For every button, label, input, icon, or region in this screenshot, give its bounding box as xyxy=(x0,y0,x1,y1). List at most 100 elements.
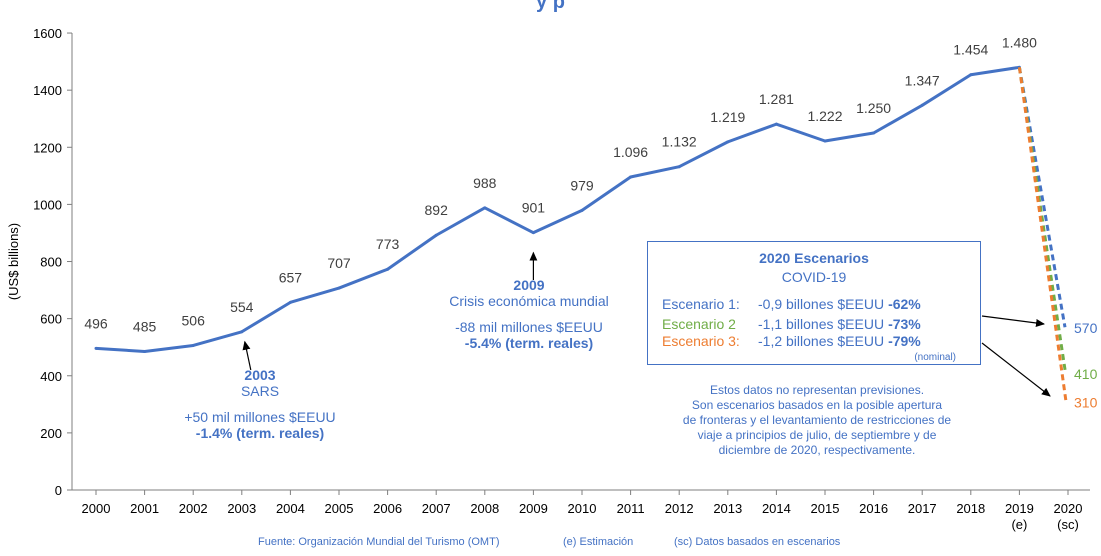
data-label: 901 xyxy=(522,200,546,216)
data-label: 1.281 xyxy=(759,91,794,107)
scenario-row-2: Escenario 2 -1,1 billones $EEUU -73% xyxy=(662,316,921,332)
y-tick-label: 0 xyxy=(55,483,62,498)
x-tick-label: 2010 xyxy=(568,501,597,516)
x-tick-label: 2004 xyxy=(276,501,305,516)
data-point xyxy=(240,330,244,334)
disclaimer-line: Estos datos no representan previsiones. xyxy=(709,383,925,397)
disclaimer-line: Son escenarios basados en la posible ape… xyxy=(691,398,943,412)
scenario-box-subtitle: COVID-19 xyxy=(781,269,847,285)
x-tick-label: 2018 xyxy=(956,501,985,516)
x-tick-label: 2015 xyxy=(811,501,840,516)
y-tick-label: 200 xyxy=(40,426,62,441)
scenario-box-title: 2020 Escenarios xyxy=(759,250,869,266)
disclaimer-line: diciembre de 2020, respectivamente. xyxy=(718,443,916,457)
y-tick-label: 600 xyxy=(40,312,62,327)
x-tick-label: 2007 xyxy=(422,501,451,516)
data-label: 485 xyxy=(133,318,157,334)
data-point xyxy=(823,139,827,143)
y-tick-label: 800 xyxy=(40,255,62,270)
data-label: 1.096 xyxy=(613,144,648,160)
data-point xyxy=(872,131,876,135)
scenario-row-label: Escenario 1: xyxy=(662,296,740,312)
x-tick-label: 2014 xyxy=(762,501,791,516)
scenario-disclaimer: Estos datos no representan previsiones. … xyxy=(637,383,997,458)
y-tick-label: 1200 xyxy=(33,140,62,155)
scenario-line xyxy=(1017,67,1068,402)
x-tick-label: 2001 xyxy=(130,501,159,516)
data-label: 657 xyxy=(279,269,303,285)
scenario-row-label: Escenario 3: xyxy=(662,333,740,349)
data-point xyxy=(969,73,973,77)
x-tick-label: 2003 xyxy=(227,501,256,516)
data-point xyxy=(726,140,730,144)
x-tick-label: 2013 xyxy=(713,501,742,516)
scenario-row-1: Escenario 1: -0,9 billones $EEUU -62% xyxy=(662,296,921,312)
scenario-label: 310 xyxy=(1074,394,1098,410)
y-tick-label: 1000 xyxy=(33,197,62,212)
crisis-annotation: 2009 Crisis económica mundial -88 mil mi… xyxy=(414,277,644,351)
y-tick-label: 1400 xyxy=(33,83,62,98)
data-point xyxy=(386,267,390,271)
data-point xyxy=(434,233,438,237)
x-tick-label: 2017 xyxy=(908,501,937,516)
disclaimer-line: de fronteras y el levantamiento de restr… xyxy=(682,413,952,427)
scenario-label: 570 xyxy=(1074,320,1098,336)
data-point xyxy=(629,175,633,179)
sars-arrow xyxy=(242,340,252,371)
scenario-box: 2020 Escenarios COVID-19 Escenario 1: -0,… xyxy=(647,241,981,365)
data-label: 1.454 xyxy=(953,42,988,58)
data-label: 1.222 xyxy=(807,108,842,124)
scenario-3-arrow xyxy=(981,342,1051,397)
x-tick-label: 2002 xyxy=(179,501,208,516)
data-label: 1.250 xyxy=(856,100,891,116)
footer-source: Fuente: Organización Mundial del Turismo… xyxy=(258,536,500,548)
x-tick-label: 2020 xyxy=(1054,501,1083,516)
data-label: 1.480 xyxy=(1002,34,1037,50)
data-label: 1.347 xyxy=(905,72,940,88)
data-point xyxy=(677,165,681,169)
data-label: 707 xyxy=(327,255,351,271)
data-point xyxy=(531,231,535,235)
scenario-row-amount: -0,9 billones $EEUU xyxy=(758,296,885,312)
series-line xyxy=(95,65,1020,353)
data-label: 506 xyxy=(182,312,206,328)
x-tick-label: 2019 xyxy=(1005,501,1034,516)
sars-year: 2003 xyxy=(244,367,276,383)
footer-scenario-note: (sc) Datos basados en escenarios xyxy=(674,536,841,548)
data-point xyxy=(774,122,778,126)
scenario-row-3: Escenario 3: -1,2 billones $EEUU -79% xyxy=(662,333,921,349)
sars-annotation: 2003 SARS +50 mil millones $EEUU -1.4% (… xyxy=(150,367,370,441)
data-point xyxy=(191,343,195,347)
x-tick-label: 2008 xyxy=(470,501,499,516)
data-label: 1.219 xyxy=(710,109,745,125)
data-label: 892 xyxy=(425,202,449,218)
chart-series xyxy=(94,65,1068,402)
data-point xyxy=(337,286,341,290)
data-point xyxy=(483,206,487,210)
data-point xyxy=(94,346,98,350)
x-tick-label: 2011 xyxy=(617,501,645,516)
x-tick-label: 2009 xyxy=(519,501,548,516)
scenario-row-label: Escenario 2 xyxy=(662,316,736,332)
crisis-year: 2009 xyxy=(513,277,545,293)
data-label: 773 xyxy=(376,236,400,252)
footer-estimate-note: (e) Estimación xyxy=(563,536,634,548)
disclaimer-line: viaje a principios de julio, de septiemb… xyxy=(697,428,937,442)
scenario-label: 410 xyxy=(1074,366,1098,382)
x-tick-label: 2005 xyxy=(325,501,354,516)
x-tick-sublabel: (e) xyxy=(1011,517,1027,532)
scenario-1-arrow xyxy=(981,315,1045,327)
y-axis-label: (US$ billions) xyxy=(6,223,21,300)
data-point xyxy=(143,349,147,353)
crisis-percent: -5.4% (term. reales) xyxy=(464,335,594,351)
x-tick-sublabel: (sc) xyxy=(1057,517,1079,532)
scenario-row-amount: -1,2 billones $EEUU xyxy=(758,333,885,349)
data-label: 496 xyxy=(84,315,108,331)
annotation-arrows xyxy=(242,251,1051,397)
y-tick-label: 1600 xyxy=(33,26,62,41)
y-tick-label: 400 xyxy=(40,369,62,384)
crisis-amount: -88 mil millones $EEUU xyxy=(455,319,603,335)
scenario-row-percent: -73% xyxy=(888,316,921,332)
x-tick-label: 2016 xyxy=(859,501,888,516)
